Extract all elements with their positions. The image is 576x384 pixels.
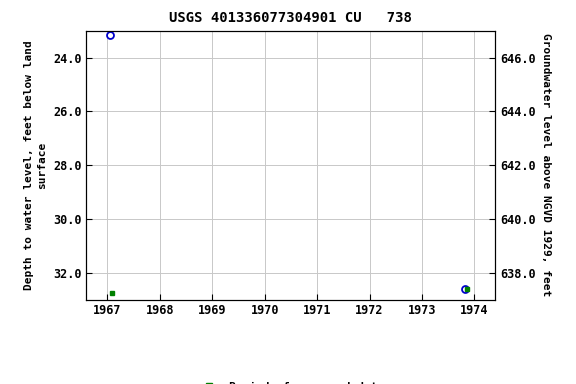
Legend: Period of approved data: Period of approved data	[194, 377, 388, 384]
Y-axis label: Groundwater level above NGVD 1929, feet: Groundwater level above NGVD 1929, feet	[541, 33, 551, 297]
Title: USGS 401336077304901 CU   738: USGS 401336077304901 CU 738	[169, 12, 412, 25]
Y-axis label: Depth to water level, feet below land
surface: Depth to water level, feet below land su…	[24, 40, 47, 290]
